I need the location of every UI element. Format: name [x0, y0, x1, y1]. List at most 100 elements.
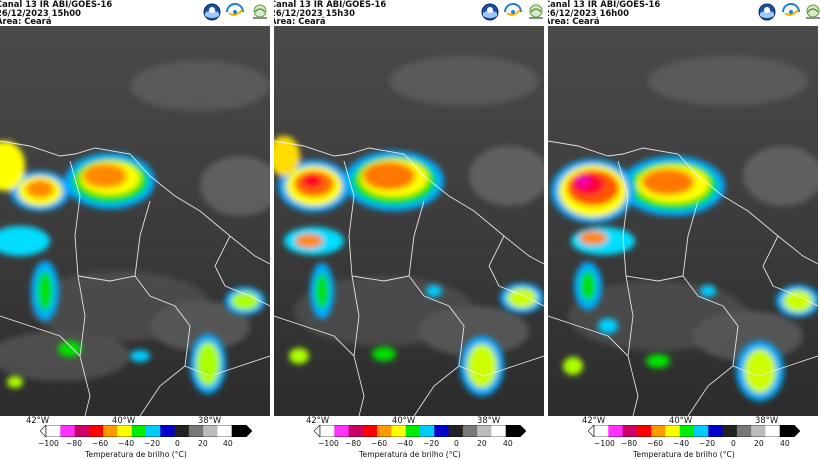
colorbar — [588, 425, 800, 437]
colorbar-tick: −80 — [345, 439, 362, 448]
longitude-label: 38°W — [198, 415, 222, 425]
colorbar-segment — [391, 425, 407, 437]
colorbar-segment — [320, 425, 335, 437]
colorbar-tick: −20 — [423, 439, 440, 448]
colorbar-segment — [420, 425, 435, 437]
longitude-label: 40°W — [669, 415, 693, 425]
panel-header: Canal 13 IR ABI/GOES-16 26/12/2023 15h30… — [274, 0, 546, 25]
satellite-agency-logo-icon — [782, 3, 800, 16]
colorbar-tick: −40 — [673, 439, 690, 448]
storm-cells — [0, 141, 265, 394]
colorbar-segment — [348, 425, 364, 437]
colorbar-segment — [491, 425, 507, 437]
colorbar-tick: −20 — [144, 439, 161, 448]
panel-3: Canal 13 IR ABI/GOES-16 26/12/2023 16h00… — [548, 0, 820, 459]
longitude-label: 40°W — [112, 415, 136, 425]
colorbar-segment — [103, 425, 118, 437]
colorbar-segment — [636, 425, 652, 437]
colorbar-segment — [217, 425, 233, 437]
colorbar-segment — [679, 425, 695, 437]
colorbar-segment — [477, 425, 492, 437]
colorbar-tick: 40 — [223, 439, 233, 448]
colorbar-segment — [462, 425, 478, 437]
panel-title: Canal 13 IR ABI/GOES-16 26/12/2023 15h00… — [0, 0, 113, 27]
colorbar-tick: −100 — [594, 439, 615, 448]
colorbar-tick: 0 — [175, 439, 180, 448]
colorbar-tick: −40 — [397, 439, 414, 448]
colorbar-segment — [779, 425, 795, 437]
storm-cells — [274, 136, 544, 396]
colorbar-tick: −60 — [371, 439, 388, 448]
state-borders — [548, 140, 818, 416]
colorbar-tick: −60 — [92, 439, 109, 448]
colorbar-segment — [377, 425, 392, 437]
colorbar-tick: 0 — [731, 439, 736, 448]
funceme-logo-icon — [806, 4, 820, 19]
panel-header: Canal 13 IR ABI/GOES-16 26/12/2023 15h00… — [0, 0, 272, 25]
colorbar-segment — [88, 425, 104, 437]
colorbar-segment — [448, 425, 464, 437]
panel-title: Canal 13 IR ABI/GOES-16 26/12/2023 15h30… — [274, 0, 387, 27]
colorbar-segment — [188, 425, 204, 437]
satellite-image — [548, 26, 818, 416]
colorbar-segment — [60, 425, 76, 437]
colorbar-tick: −100 — [38, 439, 59, 448]
colorbar-tick: 20 — [198, 439, 208, 448]
colorbar-segment — [334, 425, 350, 437]
colorbar — [314, 425, 526, 437]
longitude-label: 38°W — [755, 415, 779, 425]
colorbar-segment — [608, 425, 624, 437]
noaa-logo-icon — [203, 3, 221, 21]
colorbar-title: Temperatura de brilho (°C) — [85, 450, 187, 459]
colorbar-tick: 40 — [780, 439, 790, 448]
panel-title: Canal 13 IR ABI/GOES-16 26/12/2023 16h00… — [548, 0, 661, 27]
colorbar-tick: 40 — [503, 439, 513, 448]
colorbar-segment — [505, 425, 521, 437]
colorbar-segment — [46, 425, 61, 437]
panel-header: Canal 13 IR ABI/GOES-16 26/12/2023 16h00… — [548, 0, 820, 25]
panel-1: Canal 13 IR ABI/GOES-16 26/12/2023 15h00… — [0, 0, 272, 459]
colorbar-tick: −80 — [621, 439, 638, 448]
satellite-image — [0, 26, 270, 416]
colorbar-segment — [434, 425, 450, 437]
colorbar-segment — [362, 425, 378, 437]
colorbar-tick: −80 — [66, 439, 83, 448]
colorbar — [40, 425, 252, 437]
colorbar-tick: 20 — [477, 439, 487, 448]
colorbar-segment — [722, 425, 738, 437]
colorbar-segment — [622, 425, 638, 437]
colorbar-tick: −100 — [318, 439, 339, 448]
colorbar-segment — [160, 425, 176, 437]
longitude-label: 42°W — [582, 415, 606, 425]
longitude-label: 38°W — [477, 415, 501, 425]
colorbar-segment — [651, 425, 666, 437]
longitude-label: 40°W — [392, 415, 416, 425]
funceme-logo-icon — [529, 4, 543, 19]
satellite-agency-logo-icon — [504, 3, 522, 16]
colorbar-tick: 0 — [454, 439, 459, 448]
colorbar-segment — [694, 425, 709, 437]
colorbar-segment — [203, 425, 218, 437]
noaa-logo-icon — [758, 3, 776, 21]
colorbar-segment — [231, 425, 247, 437]
panel-2: Canal 13 IR ABI/GOES-16 26/12/2023 15h30… — [274, 0, 546, 459]
colorbar-tick: −20 — [699, 439, 716, 448]
colorbar-segment — [594, 425, 609, 437]
colorbar-tick: −40 — [118, 439, 135, 448]
colorbar-segment — [736, 425, 752, 437]
colorbar-segment — [74, 425, 90, 437]
colorbar-tick: −60 — [647, 439, 664, 448]
colorbar-segment — [174, 425, 190, 437]
noaa-logo-icon — [481, 3, 499, 21]
colorbar-segment — [708, 425, 724, 437]
colorbar-segment — [765, 425, 781, 437]
colorbar-title: Temperatura de brilho (°C) — [359, 450, 461, 459]
state-borders — [274, 140, 544, 416]
storm-cells — [551, 156, 818, 401]
colorbar-segment — [131, 425, 147, 437]
colorbar-segment — [405, 425, 421, 437]
colorbar-segment — [146, 425, 161, 437]
colorbar-segment — [117, 425, 133, 437]
funceme-logo-icon — [253, 4, 267, 19]
colorbar-segment — [751, 425, 766, 437]
